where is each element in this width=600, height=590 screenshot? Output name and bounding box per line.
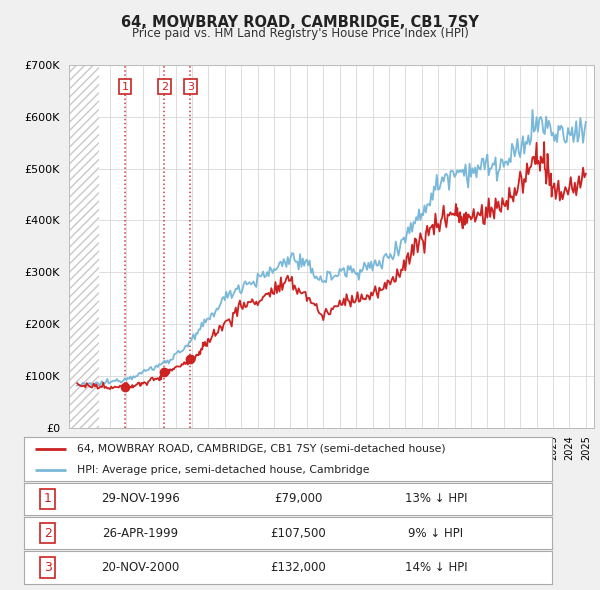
Text: 20-NOV-2000: 20-NOV-2000 [101, 560, 179, 574]
Text: 2: 2 [161, 81, 168, 91]
Text: 3: 3 [44, 560, 52, 574]
Text: £132,000: £132,000 [271, 560, 326, 574]
Text: 29-NOV-1996: 29-NOV-1996 [101, 492, 179, 506]
Text: 9% ↓ HPI: 9% ↓ HPI [408, 526, 463, 540]
Text: 3: 3 [187, 81, 194, 91]
Text: 1: 1 [121, 81, 128, 91]
Text: 13% ↓ HPI: 13% ↓ HPI [404, 492, 467, 506]
Text: 2: 2 [44, 526, 52, 540]
Text: £107,500: £107,500 [271, 526, 326, 540]
Text: 14% ↓ HPI: 14% ↓ HPI [404, 560, 467, 574]
Text: 1: 1 [44, 492, 52, 506]
Text: £79,000: £79,000 [274, 492, 323, 506]
Text: Price paid vs. HM Land Registry's House Price Index (HPI): Price paid vs. HM Land Registry's House … [131, 27, 469, 40]
Text: 26-APR-1999: 26-APR-1999 [102, 526, 178, 540]
Text: 64, MOWBRAY ROAD, CAMBRIDGE, CB1 7SY (semi-detached house): 64, MOWBRAY ROAD, CAMBRIDGE, CB1 7SY (se… [77, 444, 445, 454]
Text: HPI: Average price, semi-detached house, Cambridge: HPI: Average price, semi-detached house,… [77, 465, 370, 475]
Text: 64, MOWBRAY ROAD, CAMBRIDGE, CB1 7SY: 64, MOWBRAY ROAD, CAMBRIDGE, CB1 7SY [121, 15, 479, 30]
